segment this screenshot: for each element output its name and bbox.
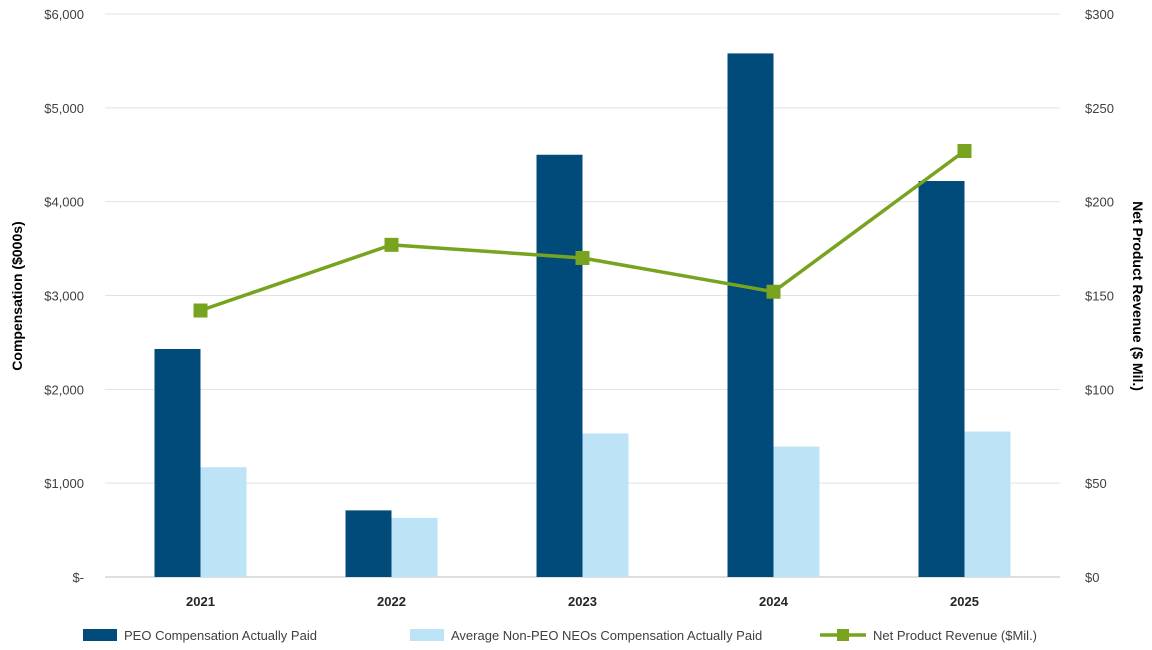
left-tick-label: $3,000 <box>44 289 84 304</box>
line-series <box>193 143 972 318</box>
legend-revenue-label: Net Product Revenue ($Mil.) <box>873 628 1037 643</box>
legend-peo-swatch <box>83 629 117 641</box>
right-tick-label: $250 <box>1085 101 1114 116</box>
revenue-marker <box>766 284 781 299</box>
right-axis-ticks: $0 $50 $100 $150 $200 $250 $300 <box>1085 7 1114 585</box>
left-tick-label: $5,000 <box>44 101 84 116</box>
category-label: 2023 <box>568 594 597 609</box>
peo-compensation-bar <box>918 181 965 578</box>
peo-compensation-bar <box>154 348 201 577</box>
non-peo-compensation-bar <box>391 517 438 577</box>
right-tick-label: $200 <box>1085 195 1114 210</box>
category-axis: 2021 2022 2023 2024 2025 <box>186 594 979 609</box>
non-peo-compensation-bar <box>773 446 820 577</box>
revenue-marker <box>193 303 208 318</box>
left-tick-label: $2,000 <box>44 382 84 397</box>
left-tick-label: $4,000 <box>44 195 84 210</box>
non-peo-compensation-bar <box>200 467 247 577</box>
right-tick-label: $150 <box>1085 289 1114 304</box>
left-tick-label: $1,000 <box>44 476 84 491</box>
right-tick-label: $0 <box>1085 570 1099 585</box>
legend-revenue-swatch-marker <box>837 629 849 641</box>
revenue-marker <box>957 143 972 158</box>
peo-compensation-bar <box>727 53 774 578</box>
category-label: 2025 <box>950 594 979 609</box>
legend: PEO Compensation Actually Paid Average No… <box>83 628 1037 643</box>
peo-compensation-bar <box>536 154 583 577</box>
category-label: 2022 <box>377 594 406 609</box>
left-axis-title: Compensation ($000s) <box>9 221 25 370</box>
peo-compensation-bar <box>345 510 392 577</box>
category-label: 2021 <box>186 594 215 609</box>
non-peo-compensation-bar <box>582 433 629 577</box>
right-tick-label: $50 <box>1085 476 1107 491</box>
revenue-marker <box>384 237 399 252</box>
left-tick-label: $6,000 <box>44 7 84 22</box>
bar-series <box>154 53 1011 578</box>
left-tick-label: $- <box>72 570 84 585</box>
non-peo-compensation-bar <box>964 431 1011 577</box>
legend-non-peo-label: Average Non-PEO NEOs Compensation Actual… <box>451 628 762 643</box>
right-axis-title: Net Product Revenue ($ Mil.) <box>1130 201 1146 391</box>
category-label: 2024 <box>759 594 789 609</box>
right-tick-label: $300 <box>1085 7 1114 22</box>
legend-peo-label: PEO Compensation Actually Paid <box>124 628 317 643</box>
left-axis-ticks: $- $1,000 $2,000 $3,000 $4,000 $5,000 $6,000 <box>44 7 84 585</box>
revenue-marker <box>575 250 590 265</box>
right-tick-label: $100 <box>1085 382 1114 397</box>
legend-non-peo-swatch <box>410 629 444 641</box>
